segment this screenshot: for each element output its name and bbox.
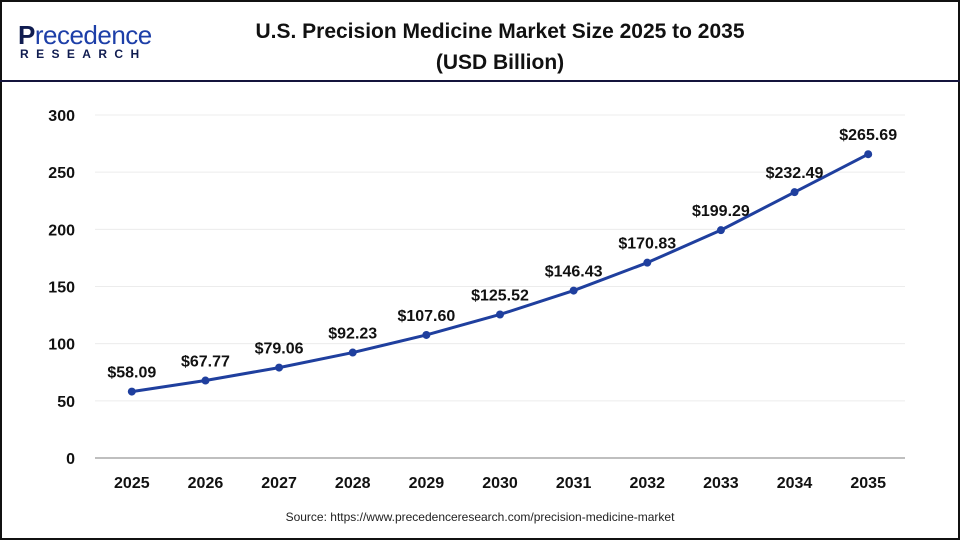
logo-wordmark: Precedence	[18, 22, 152, 48]
data-point-2034	[790, 188, 799, 197]
logo-subtitle: RESEARCH	[20, 47, 147, 61]
x-tick-label: 2026	[188, 475, 224, 492]
data-label-2025: $58.09	[107, 365, 156, 382]
chart-title-line-1: U.S. Precision Medicine Market Size 2025…	[255, 20, 745, 43]
data-label-2032: $170.83	[618, 236, 676, 253]
y-tick-label: 50	[57, 394, 75, 411]
data-point-2027	[275, 363, 284, 372]
data-label-2027: $79.06	[255, 341, 304, 358]
data-point-2035	[864, 150, 873, 159]
x-tick-label: 2025	[114, 475, 150, 492]
source-note: Source: https://www.precedenceresearch.c…	[285, 510, 675, 524]
data-point-2026	[201, 376, 210, 385]
series-market-size	[127, 150, 873, 396]
data-point-2028	[348, 348, 357, 357]
x-tick-label: 2028	[335, 475, 371, 492]
y-axis-ticks: 0 50 100 150 200 250 300	[48, 108, 75, 468]
y-tick-label: 0	[66, 451, 75, 468]
x-tick-label: 2032	[629, 475, 665, 492]
data-label-2031: $146.43	[545, 264, 603, 281]
data-point-2025	[127, 387, 136, 396]
x-tick-label: 2033	[703, 475, 739, 492]
y-tick-label: 200	[48, 222, 75, 239]
y-tick-label: 100	[48, 337, 75, 354]
x-axis-ticks: 2025 2026 2027 2028 2029 2030 2031 2032 2033 2034…	[114, 475, 886, 492]
x-tick-label: 2034	[777, 475, 813, 492]
data-point-2029	[422, 330, 431, 339]
logo-rest: recedence	[34, 20, 152, 50]
data-label-2033: $199.29	[692, 203, 750, 220]
data-label-2028: $92.23	[328, 326, 377, 343]
logo-initial: P	[18, 20, 35, 50]
data-label-2034: $232.49	[766, 165, 824, 182]
x-tick-label: 2027	[261, 475, 297, 492]
data-labels: $58.09 $67.77 $79.06 $92.23 $107.60 $125.52 $1…	[107, 127, 897, 381]
gridlines	[95, 114, 905, 459]
series-line	[131, 152, 869, 394]
x-tick-label: 2030	[482, 475, 518, 492]
data-label-2029: $107.60	[397, 308, 455, 325]
data-point-2032	[643, 258, 652, 267]
precedence-research-logo: Precedence RESEARCH	[18, 22, 168, 62]
data-label-2026: $67.77	[181, 354, 230, 371]
chart-title: U.S. Precision Medicine Market Size 2025…	[200, 16, 800, 78]
y-tick-label: 150	[48, 280, 75, 297]
data-label-2035: $265.69	[839, 127, 897, 144]
data-point-2033	[716, 226, 725, 235]
y-tick-label: 300	[48, 108, 75, 125]
y-tick-label: 250	[48, 165, 75, 182]
chart-title-line-2: (USD Billion)	[435, 51, 565, 74]
data-point-2031	[569, 286, 578, 295]
data-point-2030	[496, 310, 504, 319]
x-tick-label: 2035	[850, 475, 886, 492]
data-label-2030: $125.52	[471, 287, 529, 304]
x-tick-label: 2031	[556, 475, 592, 492]
header-divider	[0, 80, 960, 82]
x-tick-label: 2029	[409, 475, 445, 492]
